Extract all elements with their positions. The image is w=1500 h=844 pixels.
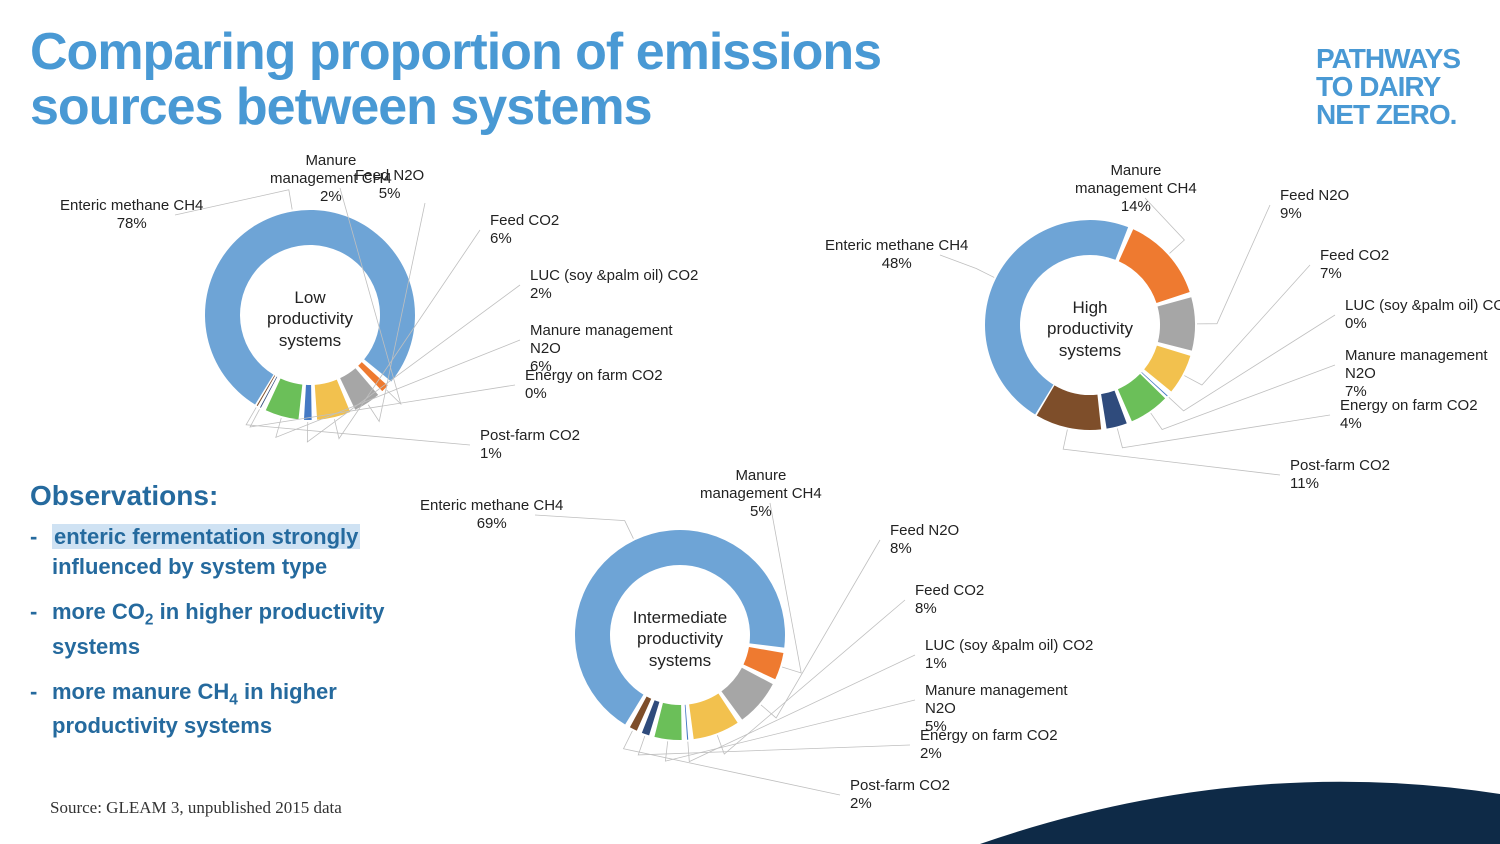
source-caption: Source: GLEAM 3, unpublished 2015 data bbox=[50, 798, 342, 818]
footer-swoosh bbox=[980, 754, 1500, 844]
donut-chart-low: Enteric methane CH478%Manuremanagement C… bbox=[100, 150, 700, 470]
leader-line bbox=[1063, 430, 1280, 475]
brand-logo: PATHWAYS TO DAIRY NET ZERO. bbox=[1316, 45, 1460, 129]
donut-slice-mm_n2o bbox=[266, 378, 303, 419]
observation-item: more manure CH4 in higher productivity s… bbox=[30, 677, 460, 741]
observations-panel: Observations: enteric fermentation stron… bbox=[30, 480, 460, 757]
donut-slice-feed_co2 bbox=[1144, 346, 1190, 392]
page-title: Comparing proportion of emissions source… bbox=[30, 25, 1050, 134]
logo-line: TO DAIRY bbox=[1316, 73, 1460, 101]
donut-slice-mm_n2o bbox=[1118, 374, 1165, 421]
donut-slice-enteric bbox=[205, 210, 415, 405]
observation-item: enteric fermentation strongly influenced… bbox=[30, 522, 460, 581]
observation-item: more CO2 in higher productivity systems bbox=[30, 597, 460, 661]
leader-line bbox=[770, 503, 801, 673]
donut-slice-luc bbox=[685, 705, 688, 740]
leader-line bbox=[624, 731, 840, 795]
donut-slice-luc bbox=[304, 385, 312, 420]
donut-slice-feed_n2o bbox=[1158, 297, 1195, 350]
observations-heading: Observations: bbox=[30, 480, 460, 512]
leader-line bbox=[1197, 205, 1270, 324]
logo-line: NET ZERO. bbox=[1316, 101, 1460, 129]
donut-chart-intermediate: Enteric methane CH469%Manuremanagement C… bbox=[440, 455, 1040, 815]
logo-line: PATHWAYS bbox=[1316, 45, 1460, 73]
observations-list: enteric fermentation strongly influenced… bbox=[30, 522, 460, 741]
donut-slice-enteric bbox=[985, 220, 1128, 415]
donut-slice-mm_n2o bbox=[654, 703, 681, 740]
donut-slice-mm_ch4 bbox=[1119, 229, 1190, 303]
leader-line bbox=[1117, 415, 1330, 448]
donut-chart-high: Enteric methane CH448%Manuremanagement C… bbox=[840, 155, 1480, 475]
leader-line bbox=[175, 190, 292, 215]
leader-line bbox=[1184, 265, 1310, 385]
leader-line bbox=[940, 255, 994, 277]
leader-line bbox=[535, 515, 633, 539]
